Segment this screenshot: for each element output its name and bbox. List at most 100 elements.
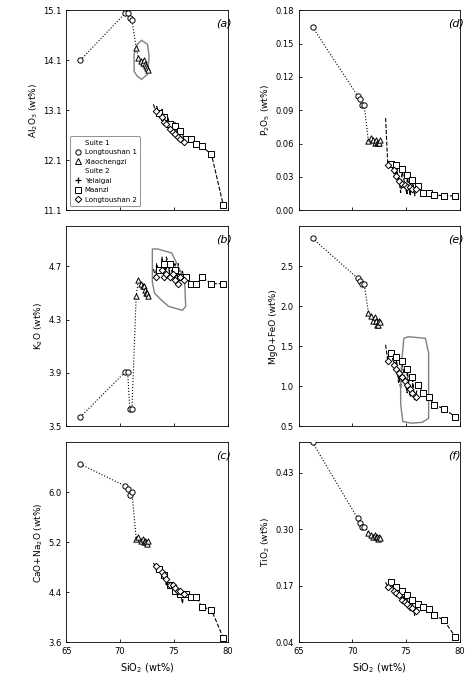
Point xyxy=(152,561,159,572)
Point xyxy=(376,317,384,328)
Point xyxy=(158,567,166,578)
Point xyxy=(128,403,136,414)
Point xyxy=(174,585,182,596)
Point xyxy=(152,106,159,117)
Point xyxy=(144,65,152,76)
Point xyxy=(198,271,206,282)
Point xyxy=(144,290,152,301)
Point xyxy=(375,532,383,543)
Point xyxy=(372,315,380,326)
Point xyxy=(153,258,160,269)
Point xyxy=(356,93,364,104)
Point xyxy=(371,311,379,322)
Point xyxy=(192,592,200,602)
Point xyxy=(398,594,406,605)
Point xyxy=(392,351,400,362)
Point xyxy=(142,537,150,548)
Point xyxy=(76,412,84,423)
Point xyxy=(182,589,190,600)
Point xyxy=(372,135,380,146)
Point xyxy=(398,371,406,382)
Point xyxy=(425,603,432,614)
Point xyxy=(124,484,131,495)
Point xyxy=(126,403,134,414)
Point xyxy=(407,601,414,612)
Point xyxy=(391,359,398,370)
Point xyxy=(391,585,398,596)
Y-axis label: TiO$_2$ (wt%): TiO$_2$ (wt%) xyxy=(260,517,273,567)
Point xyxy=(407,601,414,612)
Point xyxy=(398,585,406,596)
Point xyxy=(425,391,432,402)
Point xyxy=(374,319,382,330)
Point xyxy=(367,311,374,322)
Point xyxy=(354,513,362,524)
Point xyxy=(126,12,134,23)
Point xyxy=(403,363,411,374)
Point xyxy=(373,319,381,330)
Point xyxy=(169,126,177,137)
Point xyxy=(419,601,427,612)
Point xyxy=(375,315,383,326)
Point xyxy=(403,387,411,398)
Point xyxy=(179,264,186,275)
Point xyxy=(373,532,381,543)
Point xyxy=(171,585,179,596)
Point xyxy=(166,124,173,135)
Point xyxy=(140,537,147,548)
Point xyxy=(409,174,416,185)
Point xyxy=(171,589,179,600)
Point xyxy=(411,610,419,621)
Point xyxy=(174,119,182,130)
Point xyxy=(365,528,372,539)
Point xyxy=(135,274,142,285)
Point xyxy=(403,596,411,607)
Point xyxy=(395,377,402,388)
Point xyxy=(414,379,422,390)
Point xyxy=(163,251,170,262)
Point xyxy=(150,264,157,275)
Point xyxy=(124,366,131,377)
Point xyxy=(358,99,366,110)
Point xyxy=(309,233,316,244)
Point xyxy=(384,159,392,170)
Point xyxy=(155,264,163,275)
Point xyxy=(171,116,179,127)
Point xyxy=(407,181,414,192)
Point xyxy=(176,585,184,596)
Y-axis label: Al$_2$O$_3$ (wt%): Al$_2$O$_3$ (wt%) xyxy=(27,83,40,138)
Point xyxy=(160,570,168,581)
Point xyxy=(371,530,379,541)
Point xyxy=(166,579,173,590)
Point xyxy=(141,536,149,547)
Point xyxy=(356,517,364,528)
Point xyxy=(395,590,402,601)
Point xyxy=(135,52,142,63)
Point xyxy=(152,271,159,282)
Point xyxy=(382,339,390,350)
Point xyxy=(155,564,163,575)
Point xyxy=(452,190,459,201)
Point xyxy=(143,538,151,549)
Point xyxy=(401,375,409,386)
Point xyxy=(122,481,129,492)
Point xyxy=(208,149,215,160)
Point xyxy=(385,583,392,594)
Point xyxy=(365,136,372,147)
Point xyxy=(354,273,362,284)
Point xyxy=(409,371,416,382)
Point xyxy=(387,347,395,358)
Point xyxy=(163,579,170,590)
Point xyxy=(360,278,368,289)
Point xyxy=(425,187,432,198)
Point xyxy=(153,567,160,578)
Y-axis label: CaO+Na$_2$O (wt%): CaO+Na$_2$O (wt%) xyxy=(33,502,46,583)
Point xyxy=(411,190,419,201)
Point xyxy=(139,57,146,68)
Point xyxy=(401,179,409,190)
Point xyxy=(128,15,136,26)
Point xyxy=(376,135,384,146)
Point xyxy=(392,159,400,170)
Point xyxy=(430,610,438,621)
Point xyxy=(412,391,419,402)
